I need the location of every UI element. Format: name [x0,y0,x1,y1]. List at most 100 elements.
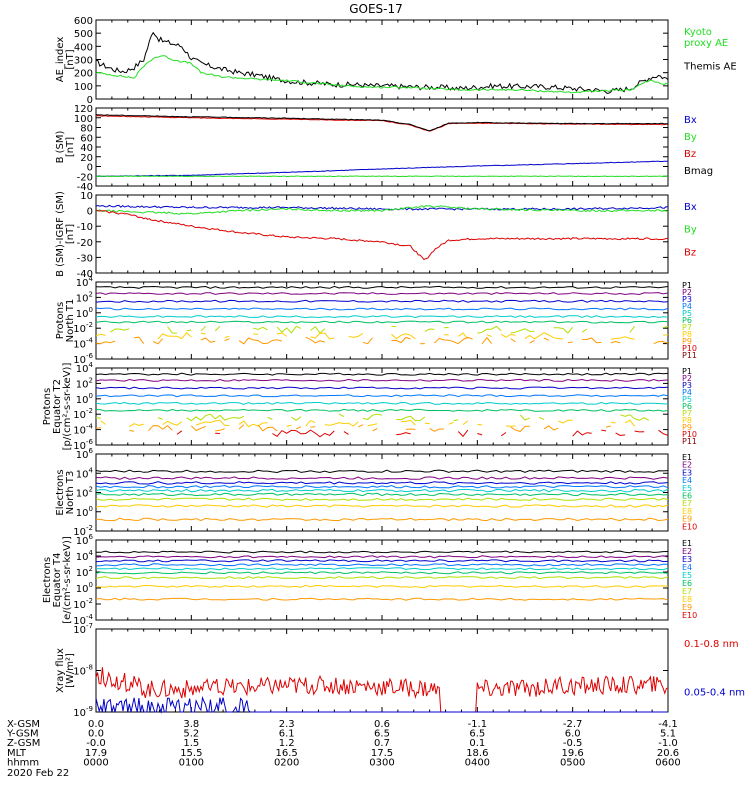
channel-label-p9: P9 [682,423,692,432]
panel-ae: 0 100 200 300 400 500 600 AE_index [nT] Kyotoprox… [55,16,737,106]
channel-label-p4: P4 [682,388,692,397]
legend-label: 0.05-0.4 nm [684,688,745,699]
y-tick-label: 102 [76,376,93,390]
y-tick-label: -10 [77,222,93,233]
channel-line-p9 [372,428,378,432]
channel-label-p11: P11 [682,351,697,360]
channel-line-e6 [95,571,669,575]
channel-line-p1 [95,372,669,376]
channel-line-p8 [324,421,359,427]
channel-line-p9 [429,427,445,432]
ephemeris-value: -0.0 [86,738,106,749]
channel-line-p4 [95,394,669,398]
channel-line-p10 [615,432,626,437]
ephemeris-value: 5.2 [183,729,199,740]
channel-label-p2: P2 [682,288,692,297]
channel-line-p8 [238,420,268,428]
ephemeris-label-z-gsm: Z-GSM [7,738,40,749]
channel-line-p7 [186,329,192,332]
channel-line-p8 [558,419,573,424]
y-tick-label: 80 [80,124,93,135]
y-tick-label: 100 [74,82,93,93]
channel-line-p9 [238,337,283,345]
ephemeris-value: 0000 [83,757,108,768]
ephemeris-value: 2.3 [279,719,295,730]
channel-line-p10 [176,430,183,435]
channel-line-p8 [524,332,564,340]
channel-line-e4 [95,484,669,489]
y-axis-label: [nT] [65,137,76,157]
y-tick-label: 600 [74,16,93,27]
y-tick-label: 10-2 [73,407,93,421]
channel-line-p7 [276,325,302,334]
ephemeris-value: 6.0 [565,729,581,740]
panel-frame-bsm [95,107,669,187]
y-tick-label: 120 [74,104,93,115]
y-tick-label: 60 [80,133,93,144]
y-axis-label: [p/(cm²-s-sr-keV)] [62,363,73,451]
channel-line-p10 [658,429,669,436]
ephemeris-value: -1.0 [658,738,678,749]
channel-line-p9 [605,425,611,428]
channel-line-p9 [391,336,411,344]
channel-label-e4: E4 [682,476,692,485]
channel-label-e10: E10 [682,522,697,531]
channel-line-p8 [610,336,635,340]
y-tick-label: 10-9 [73,705,93,719]
ephemeris-value: 0.7 [374,738,390,749]
y-axis-label: Electrons [42,557,53,603]
y-tick-label: 40 [80,143,93,154]
y-axis-label: AE_index [55,37,66,83]
channel-line-p3 [95,299,669,303]
ephemeris-value: 16.5 [276,748,298,759]
channel-line-p8 [477,423,483,426]
channel-line-p6 [95,408,669,412]
channel-line-p7 [581,328,588,333]
channel-line-p10 [572,430,592,437]
y-tick-label: 10-2 [73,321,93,335]
y-tick-label: 100 [76,306,93,320]
channel-line-p9 [238,424,245,430]
channel-line-e1 [96,550,669,554]
channel-line-p7 [157,417,163,420]
channel-label-e9: E9 [682,515,692,524]
channel-line-p7 [110,328,130,333]
channel-line-p9 [434,336,473,345]
channel-line-p7 [362,413,383,420]
channel-line-p9 [510,425,530,433]
channel-line-p7 [396,415,426,422]
channel-line-p9 [257,424,278,432]
channel-line-p8 [486,334,492,337]
y-tick-label: 104 [76,549,94,563]
y-tick-label: 100 [76,392,93,406]
channel-label-p10: P10 [682,344,697,353]
series-line-0-05-0-4-nm [95,695,668,714]
y-tick-label: 400 [74,42,93,53]
channel-line-p8 [610,421,616,424]
channel-line-p8 [224,335,230,338]
series-line-by [95,205,668,215]
channel-line-e7 [95,576,669,580]
ephemeris-value: -0.5 [563,738,583,749]
ephemeris-label-y-gsm: Y-GSM [6,729,39,740]
channel-line-p9 [357,424,364,428]
channel-label-e3: E3 [682,555,692,564]
channel-line-e2 [95,476,669,480]
channel-line-p8 [310,332,335,340]
channel-line-p8 [391,333,416,340]
channel-line-p10 [634,430,645,433]
ephemeris-value: 0300 [369,757,394,768]
channel-line-p7 [620,414,650,421]
channel-line-p9 [152,338,164,345]
channel-label-p6: P6 [682,402,692,411]
y-axis-label: Equator T2 [52,379,63,434]
channel-label-e2: E2 [682,461,692,470]
channel-line-p9 [543,337,550,341]
y-axis-label: B (SM)-IGRF (SM) [55,191,66,277]
ephemeris-value: 0.0 [88,719,104,730]
ephemeris-value: 20.6 [657,748,679,759]
ephemeris-table: X-GSM 0.0 3.8 2.3 0.6 -1.1 -2.7 -4.1 Y-GSM 0.0 5.2… [6,719,681,768]
channel-line-p7 [519,414,531,421]
